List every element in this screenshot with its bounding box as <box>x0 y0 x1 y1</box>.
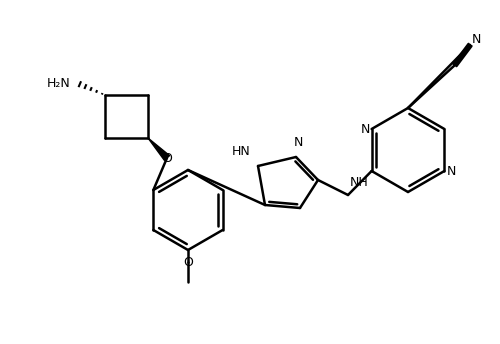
Text: N: N <box>472 32 480 45</box>
Text: N: N <box>294 136 302 149</box>
Text: H₂N: H₂N <box>46 76 70 89</box>
Text: O: O <box>183 256 193 269</box>
Text: N: N <box>446 164 456 178</box>
Text: NH: NH <box>350 176 369 189</box>
Text: O: O <box>162 151 172 164</box>
Text: N: N <box>360 122 370 136</box>
Text: HN: HN <box>232 145 250 158</box>
Polygon shape <box>148 138 170 160</box>
